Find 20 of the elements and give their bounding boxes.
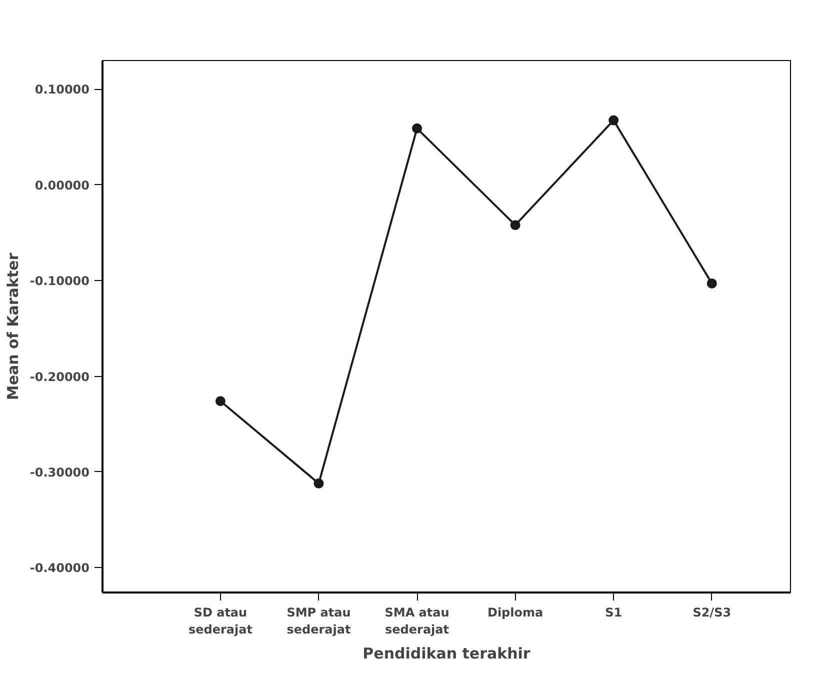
- x-tick-label: S2/S3: [692, 606, 732, 620]
- point: [510, 220, 520, 230]
- x-tick-label: S1: [605, 606, 622, 620]
- x-tick-label: Diploma: [487, 606, 544, 620]
- x-tick-label: SMP atau sederajat: [286, 606, 351, 636]
- x-tick-label: SMA atau sederajat: [384, 606, 450, 636]
- y-tick-label: -0.20000: [30, 370, 90, 384]
- x-tick-label: SD atau sederajat: [188, 606, 253, 636]
- x-axis-title: Pendidikan terakhir: [362, 644, 531, 662]
- y-tick-label: 0.10000: [34, 82, 90, 97]
- y-axis-title: Mean of Karakter: [4, 252, 22, 400]
- point: [608, 115, 619, 126]
- point: [215, 396, 226, 406]
- y-tick-label: -0.30000: [30, 465, 90, 480]
- y-tick-label: 0.00000: [34, 178, 90, 192]
- point: [314, 478, 324, 488]
- point: [706, 278, 717, 288]
- y-tick-label: -0.40000: [30, 561, 90, 576]
- point: [412, 123, 422, 134]
- y-tick-label: -0.10000: [30, 274, 90, 288]
